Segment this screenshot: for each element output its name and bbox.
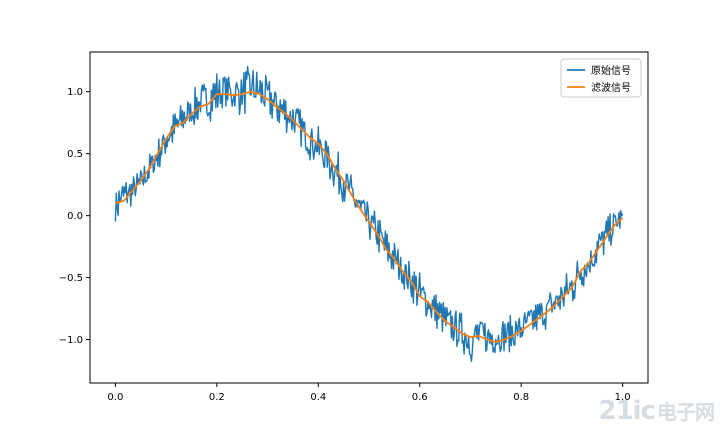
x-tick-label: 0.4 (310, 392, 326, 403)
legend-label: 滤波信号 (591, 81, 631, 94)
axes-frame (89, 51, 649, 384)
x-tick-label: 0.2 (209, 392, 225, 403)
y-tick-label: −0.5 (59, 273, 83, 284)
x-tick-label: 1.0 (615, 392, 631, 403)
y-tick-label: −1.0 (59, 335, 83, 346)
y-tick-label: 0.5 (67, 149, 83, 160)
series-line-filtered-signal (115, 90, 624, 344)
y-tick-label: 1.0 (67, 87, 83, 98)
x-tick-label: 0.0 (107, 392, 123, 403)
plot-layer (114, 65, 624, 362)
y-axis: 1.0 0.5 0.0 −0.5 −1.0 (59, 87, 90, 346)
series-line-raw-signal (114, 65, 624, 362)
x-axis: 0.0 0.2 0.4 0.6 0.8 1.0 (107, 383, 631, 403)
x-tick-label: 0.6 (412, 392, 428, 403)
x-tick-label: 0.8 (513, 392, 529, 403)
y-tick-label: 0.0 (67, 211, 83, 222)
legend-label: 原始信号 (591, 64, 631, 77)
